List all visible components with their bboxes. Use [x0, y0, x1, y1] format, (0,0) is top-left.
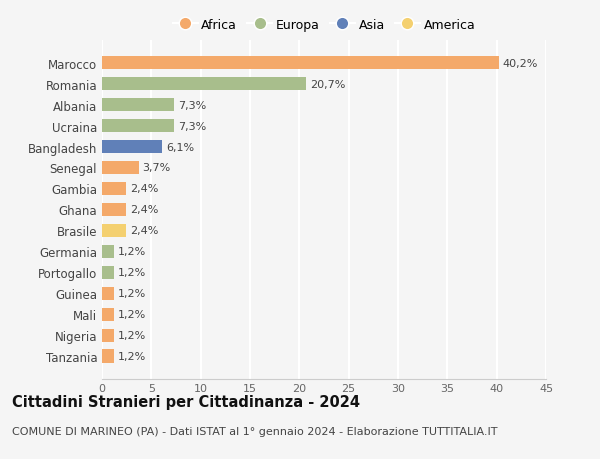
- Text: 2,4%: 2,4%: [130, 205, 158, 215]
- Bar: [102, 224, 125, 238]
- Text: 3,7%: 3,7%: [142, 163, 171, 173]
- Bar: [102, 56, 499, 70]
- Text: 1,2%: 1,2%: [118, 310, 146, 319]
- Text: 20,7%: 20,7%: [310, 79, 346, 90]
- Bar: [102, 203, 125, 217]
- Text: 40,2%: 40,2%: [503, 58, 538, 68]
- Text: 2,4%: 2,4%: [130, 184, 158, 194]
- Text: COMUNE DI MARINEO (PA) - Dati ISTAT al 1° gennaio 2024 - Elaborazione TUTTITALIA: COMUNE DI MARINEO (PA) - Dati ISTAT al 1…: [12, 426, 497, 436]
- Text: 7,3%: 7,3%: [178, 101, 206, 110]
- Bar: [102, 78, 306, 91]
- Bar: [102, 182, 125, 196]
- Text: 1,2%: 1,2%: [118, 268, 146, 278]
- Legend: Africa, Europa, Asia, America: Africa, Europa, Asia, America: [167, 14, 481, 37]
- Bar: [102, 161, 139, 175]
- Bar: [102, 287, 114, 301]
- Bar: [102, 350, 114, 364]
- Text: 1,2%: 1,2%: [118, 330, 146, 341]
- Text: 6,1%: 6,1%: [166, 142, 194, 152]
- Text: Cittadini Stranieri per Cittadinanza - 2024: Cittadini Stranieri per Cittadinanza - 2…: [12, 394, 360, 409]
- Bar: [102, 308, 114, 321]
- Text: 7,3%: 7,3%: [178, 121, 206, 131]
- Text: 1,2%: 1,2%: [118, 247, 146, 257]
- Bar: [102, 119, 174, 133]
- Bar: [102, 140, 162, 154]
- Bar: [102, 266, 114, 280]
- Bar: [102, 329, 114, 342]
- Bar: [102, 245, 114, 259]
- Text: 1,2%: 1,2%: [118, 352, 146, 362]
- Text: 1,2%: 1,2%: [118, 289, 146, 299]
- Bar: [102, 99, 174, 112]
- Text: 2,4%: 2,4%: [130, 226, 158, 236]
